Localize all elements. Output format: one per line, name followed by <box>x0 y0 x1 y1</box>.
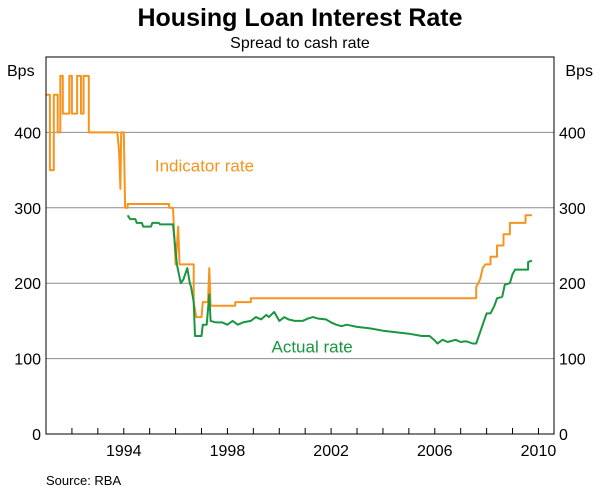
x-tick-label-1994: 1994 <box>106 443 142 460</box>
y-axis-unit-left: Bps <box>7 63 35 80</box>
y-tick-left-100: 100 <box>14 352 41 369</box>
annotation-actual-rate: Actual rate <box>271 338 352 357</box>
y-tick-right-0: 0 <box>559 427 568 444</box>
annotation-indicator-rate: Indicator rate <box>155 157 254 176</box>
y-tick-labels: 0 0 100 100 200 200 300 300 400 400 <box>14 125 586 444</box>
source-note: Source: RBA <box>46 473 121 488</box>
series-lines <box>46 74 533 345</box>
chart-subtitle: Spread to cash rate <box>230 35 370 52</box>
series-line-indicator-rate <box>46 74 532 319</box>
x-tick-marks: 1994 1998 2002 2006 2010 <box>45 428 557 460</box>
y-tick-right-400: 400 <box>559 125 586 142</box>
y-axis-unit-right: Bps <box>565 63 593 80</box>
y-tick-right-100: 100 <box>559 352 586 369</box>
y-tick-right-300: 300 <box>559 201 586 218</box>
plot-frame <box>45 56 555 435</box>
series-line-actual-rate <box>126 214 533 345</box>
gridlines <box>46 131 554 360</box>
y-tick-left-400: 400 <box>14 125 41 142</box>
x-tick-label-2002: 2002 <box>313 443 349 460</box>
y-tick-left-200: 200 <box>14 276 41 293</box>
x-tick-label-2010: 2010 <box>521 443 557 460</box>
chart-title: Housing Loan Interest Rate <box>137 4 462 32</box>
y-tick-left-300: 300 <box>14 201 41 218</box>
y-tick-left-0: 0 <box>32 427 41 444</box>
x-tick-label-1998: 1998 <box>210 443 246 460</box>
annotations: Indicator rate Actual rate <box>155 157 353 357</box>
x-tick-label-2006: 2006 <box>417 443 453 460</box>
y-tick-right-200: 200 <box>559 276 586 293</box>
